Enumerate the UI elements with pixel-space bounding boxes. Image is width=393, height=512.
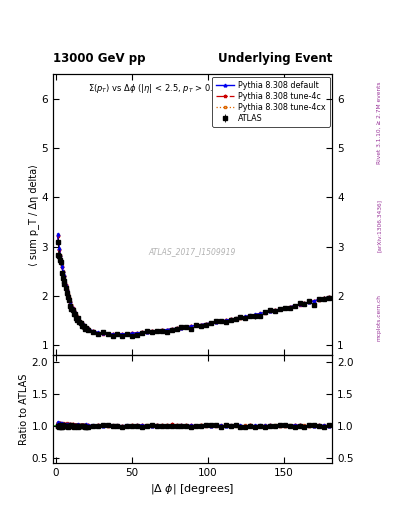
Text: Rivet 3.1.10, ≥ 2.7M events: Rivet 3.1.10, ≥ 2.7M events	[377, 81, 382, 164]
Pythia 8.308 tune-4cx	[55, 232, 60, 238]
Pythia 8.308 tune-4cx	[82, 323, 86, 329]
Pythia 8.308 default	[115, 331, 120, 337]
Text: ATLAS_2017_I1509919: ATLAS_2017_I1509919	[149, 247, 236, 256]
Pythia 8.308 default	[60, 263, 64, 269]
Pythia 8.308 tune-4c	[110, 331, 115, 337]
Y-axis label: ⟨ sum p_T / Δη delta⟩: ⟨ sum p_T / Δη delta⟩	[28, 164, 39, 266]
Line: Pythia 8.308 default: Pythia 8.308 default	[56, 233, 331, 335]
Text: Underlying Event: Underlying Event	[218, 52, 332, 65]
Pythia 8.308 tune-4c	[223, 317, 228, 324]
Text: [arXiv:1306.3436]: [arXiv:1306.3436]	[377, 199, 382, 252]
Pythia 8.308 default	[223, 317, 228, 323]
Y-axis label: Ratio to ATLAS: Ratio to ATLAS	[19, 374, 29, 445]
Pythia 8.308 tune-4cx	[223, 317, 228, 324]
X-axis label: |$\Delta$ $\phi$| [degrees]: |$\Delta$ $\phi$| [degrees]	[151, 482, 235, 497]
Line: Pythia 8.308 tune-4c: Pythia 8.308 tune-4c	[56, 234, 331, 336]
Pythia 8.308 tune-4cx	[115, 331, 120, 337]
Legend: Pythia 8.308 default, Pythia 8.308 tune-4c, Pythia 8.308 tune-4cx, ATLAS: Pythia 8.308 default, Pythia 8.308 tune-…	[212, 77, 330, 127]
Pythia 8.308 default	[55, 231, 60, 237]
Pythia 8.308 default	[82, 323, 86, 329]
Pythia 8.308 tune-4c	[60, 264, 64, 270]
Pythia 8.308 tune-4cx	[145, 329, 149, 335]
Pythia 8.308 default	[327, 294, 331, 300]
Pythia 8.308 tune-4cx	[68, 298, 73, 305]
Pythia 8.308 tune-4cx	[110, 331, 115, 337]
Pythia 8.308 tune-4c	[115, 331, 120, 337]
Line: Pythia 8.308 tune-4cx: Pythia 8.308 tune-4cx	[56, 233, 331, 335]
Text: 13000 GeV pp: 13000 GeV pp	[53, 52, 145, 65]
Pythia 8.308 tune-4c	[82, 323, 86, 329]
Pythia 8.308 default	[68, 298, 73, 305]
Text: mcplots.cern.ch: mcplots.cern.ch	[377, 294, 382, 341]
Pythia 8.308 tune-4cx	[60, 263, 64, 269]
Pythia 8.308 tune-4cx	[327, 294, 331, 300]
Pythia 8.308 tune-4c	[55, 233, 60, 239]
Pythia 8.308 tune-4c	[327, 294, 331, 300]
Pythia 8.308 tune-4c	[68, 299, 73, 305]
Pythia 8.308 default	[110, 331, 115, 337]
Text: $\Sigma(p_T)$ vs $\Delta\phi$ ($|\eta|$ < 2.5, $p_T$ > 0.5 GeV, $p_{T_1}$ > 5 Ge: $\Sigma(p_T)$ vs $\Delta\phi$ ($|\eta|$ …	[88, 82, 297, 96]
Pythia 8.308 default	[145, 329, 149, 335]
Pythia 8.308 tune-4c	[145, 329, 149, 335]
